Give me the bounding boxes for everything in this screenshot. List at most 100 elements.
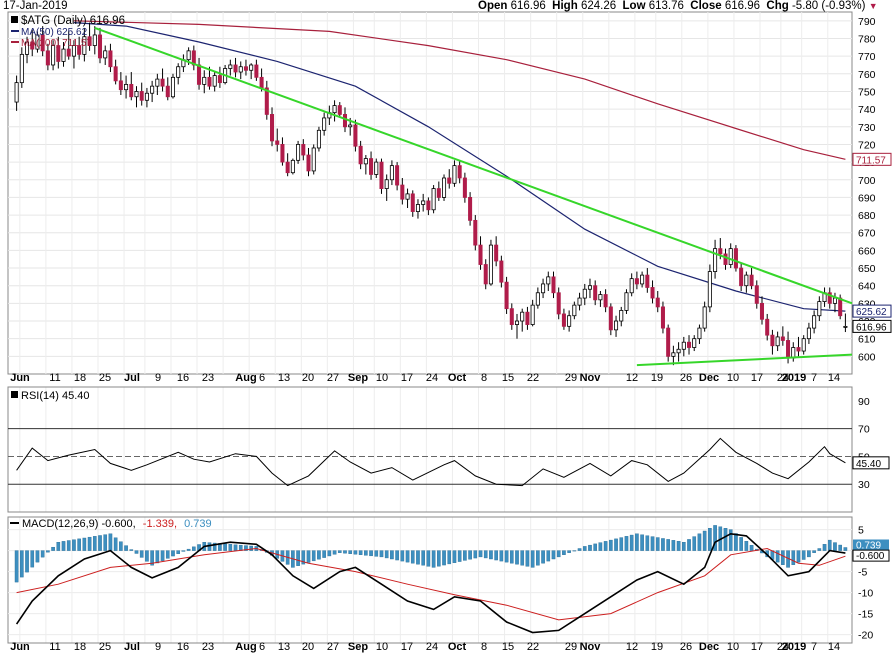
macd-last-tag-text: -0.600 (856, 551, 885, 562)
macd-hist-bar (650, 536, 655, 551)
price-frame (7, 11, 853, 375)
candle-body (812, 315, 817, 329)
candle (634, 271, 639, 290)
macd-legend-main: MACD(12,26,9) -0.600, (22, 518, 136, 530)
macd-hist-bar (494, 550, 498, 561)
macd-hist-bar (369, 550, 373, 557)
x-tick-label: 18 (74, 372, 86, 384)
price-tick-label: 700 (858, 175, 876, 187)
macd-hist-bar (489, 550, 493, 560)
candle (155, 73, 160, 95)
candle (165, 77, 170, 101)
macd-hist-bar (744, 541, 749, 551)
macd-hist-bar (322, 550, 326, 558)
macd-hist-bar (509, 550, 514, 564)
candle (415, 199, 420, 219)
macd-hist-bar (833, 542, 837, 551)
rsi-last-tag-text: 45.40 (856, 459, 881, 470)
price-legend-ma50: MA(50) 625.62 (21, 27, 88, 38)
candle-body (707, 271, 712, 308)
candle (134, 86, 139, 108)
macd-hist-bar (103, 534, 108, 551)
candle (82, 27, 87, 62)
candle-body (603, 294, 608, 308)
macd-hist-bar (739, 537, 743, 551)
candle (582, 283, 587, 306)
candle-body (30, 41, 35, 50)
candle-body (504, 281, 509, 310)
candle (733, 245, 738, 272)
candle-body (478, 244, 483, 265)
macd-hist-bar (796, 550, 801, 563)
candle-body (207, 76, 212, 87)
candle-body (473, 219, 478, 246)
candle-body (499, 260, 504, 283)
candle-body (494, 244, 499, 262)
candle-body (311, 147, 316, 172)
macd-hist-bar (410, 550, 415, 564)
macd-hist-last-tag (853, 539, 889, 551)
candle (676, 342, 681, 362)
candle (124, 75, 129, 99)
candle (775, 331, 780, 352)
macd-hist-bar (327, 550, 332, 557)
x-tick-label: 29 (565, 641, 577, 653)
candle-body (249, 64, 254, 71)
candle-body (645, 274, 650, 288)
candle-body (556, 292, 561, 315)
candle (103, 45, 108, 65)
x-tick-label: 20 (302, 372, 314, 384)
macd-hist-bar (530, 550, 535, 568)
x-tick-label: 17 (751, 372, 763, 384)
candle-body (322, 117, 327, 131)
price-legend-symbol: $ATG (Daily) 616.96 (21, 15, 125, 27)
macd-hist-bar (176, 550, 181, 554)
macd-hist-bar (801, 550, 806, 560)
candle-body (650, 287, 655, 299)
x-tick-label: 23 (202, 372, 214, 384)
macd-hist-bar (395, 550, 399, 561)
macd-hist-bar (416, 550, 420, 565)
macd-hist-bar (807, 550, 811, 558)
macd-hist-bar (171, 550, 175, 557)
candle (671, 345, 676, 366)
candle (358, 140, 363, 170)
x-tick-label: Jul (124, 372, 140, 384)
candle (608, 303, 613, 336)
macd-tick-label: -20 (858, 630, 873, 642)
x-tick-label: Dec (699, 641, 719, 653)
x-tick-label: 7 (811, 641, 817, 653)
candle (468, 192, 473, 226)
candle (113, 59, 118, 85)
macd-hist-bar (437, 550, 441, 567)
price-legend: $ATG (Daily) 616.96 MA(50) 625.62 MA(200… (11, 15, 125, 49)
candle-body (426, 200, 431, 211)
high-value: 624.26 (580, 0, 617, 12)
x-tick-label: 8 (481, 641, 487, 653)
macd-legend: MACD(12,26,9) -0.600, -1.339, 0.739 (10, 518, 212, 530)
macd-hist-bar (98, 535, 102, 551)
candle-body (806, 327, 811, 340)
macd-hist-bar (468, 550, 472, 560)
x-tick-label: 15 (502, 641, 514, 653)
candle-body (144, 92, 149, 101)
ma200-line (73, 20, 846, 160)
candle (561, 308, 566, 330)
candle-body (165, 85, 170, 98)
ma200-last-tag (852, 152, 892, 166)
macd-hist-bar (35, 550, 40, 563)
candle (118, 72, 123, 95)
x-tick-label: Sep (348, 372, 368, 384)
candle-body (739, 267, 744, 287)
candle-body (290, 159, 295, 174)
candle (619, 306, 624, 327)
candle (108, 43, 113, 73)
candle (400, 177, 405, 205)
candle (692, 335, 697, 352)
macd-hist-bar (139, 550, 144, 558)
candle (520, 308, 525, 332)
candle-body (577, 297, 582, 306)
candle (567, 310, 572, 332)
candle-body (817, 301, 822, 317)
